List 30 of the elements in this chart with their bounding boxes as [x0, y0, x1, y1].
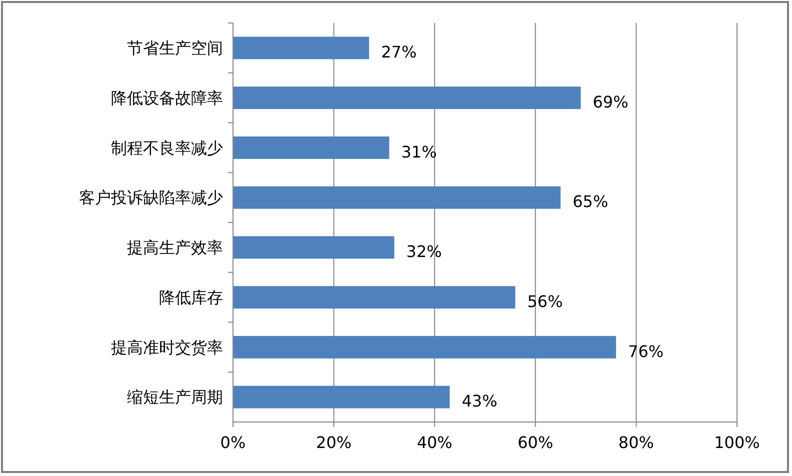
bar	[233, 336, 616, 358]
bar	[233, 386, 450, 408]
y-tick-label: 客户投诉缺陷率减少	[79, 188, 223, 208]
x-tick-label: 80%	[618, 433, 654, 452]
data-label: 32%	[406, 242, 442, 262]
bar	[233, 286, 516, 309]
bar	[233, 236, 394, 259]
y-tick-label: 提高生产效率	[127, 238, 223, 258]
bar	[233, 186, 561, 209]
y-tick-label: 降低设备故障率	[111, 88, 223, 108]
x-tick-label: 40%	[416, 433, 452, 452]
data-label: 65%	[572, 192, 608, 212]
data-label: 76%	[628, 342, 664, 361]
x-tick-label: 60%	[518, 433, 554, 452]
y-tick-label: 降低库存	[159, 288, 223, 307]
y-tick-label: 缩短生产周期	[127, 388, 223, 407]
data-label: 31%	[401, 142, 437, 162]
data-label: 43%	[462, 392, 498, 411]
data-label: 27%	[381, 42, 417, 62]
y-tick-label: 节省生产空间	[127, 38, 223, 58]
y-tick-label: 制程不良率减少	[111, 138, 223, 158]
data-label: 69%	[592, 92, 628, 112]
x-tick-label: 100%	[714, 433, 760, 452]
data-label: 56%	[527, 292, 563, 311]
y-tick-label: 提高准时交货率	[111, 338, 223, 357]
x-tick-label: 20%	[316, 433, 352, 452]
bar	[233, 136, 390, 159]
bar	[233, 36, 370, 60]
x-tick-label: 0%	[220, 433, 246, 452]
bar	[233, 86, 581, 110]
